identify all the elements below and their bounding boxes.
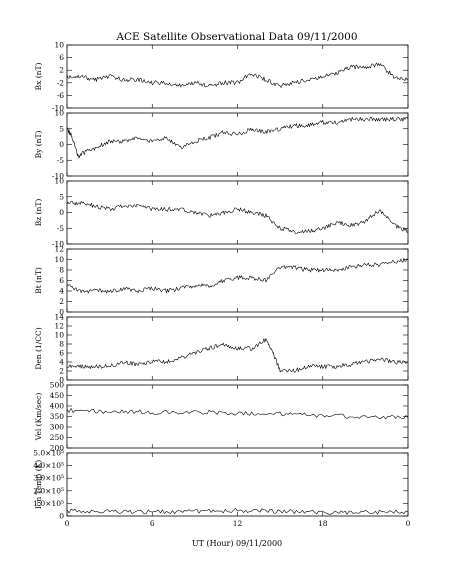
y-tick-label: 2.0×10⁵ — [33, 486, 64, 495]
y-tick-label: 0 — [59, 376, 64, 385]
x-tick-label: 6 — [150, 519, 155, 528]
y-tick-label: 4 — [59, 287, 64, 296]
y-tick-label: -10 — [52, 104, 64, 113]
panel-frame — [66, 180, 409, 245]
y-tick-label: 12 — [54, 322, 64, 331]
y-tick-label: -10 — [52, 240, 64, 249]
y-tick-label: 300 — [50, 423, 65, 432]
y-tick-label: 4 — [59, 358, 64, 367]
y-tick-label: 500 — [50, 381, 65, 390]
x-tick-label: 0 — [65, 519, 70, 528]
y-tick-label: 3.0×10⁵ — [33, 474, 64, 483]
y-tick-label: 350 — [50, 412, 65, 421]
y-tick-label: 250 — [50, 433, 65, 442]
x-axis-label: UT (Hour) 09/11/2000 — [192, 539, 282, 548]
panels: 10 6 2 -2 -6 -10 Bx (nT) 10 5 0 -5 -10 By (nT) 10 5 0 -5… — [33, 41, 410, 529]
y-tick-label: 0 — [59, 308, 64, 317]
y-axis-label: Bx (nT) — [34, 63, 43, 91]
y-tick-label: 4.0×10⁵ — [33, 461, 64, 470]
y-tick-label: 6 — [59, 53, 64, 62]
data-series-line — [66, 408, 409, 420]
data-series-line — [66, 116, 409, 159]
y-tick-label: 1.0×10⁵ — [33, 499, 64, 508]
y-tick-label: 6 — [59, 276, 64, 285]
x-tick-label: 18 — [318, 519, 328, 528]
y-axis-label: By (nT) — [34, 131, 43, 159]
y-tick-label: 10 — [54, 177, 64, 186]
y-tick-label: -5 — [57, 224, 65, 233]
data-series-line — [66, 62, 409, 88]
y-tick-label: 0 — [59, 140, 64, 149]
data-series-line — [66, 258, 409, 294]
y-tick-label: 5 — [59, 124, 64, 133]
y-tick-label: 6 — [59, 349, 64, 358]
y-tick-label: 10 — [54, 331, 64, 340]
panel-2: 10 5 0 -5 -10 By (nT) — [34, 109, 409, 181]
x-tick-label: 0 — [406, 519, 411, 528]
y-axis-label: Vel (Km/sec) — [34, 393, 43, 442]
panel-3: 10 5 0 -5 -10 Bz (nT) — [34, 177, 409, 249]
data-series-line — [66, 338, 409, 373]
y-tick-label: 14 — [54, 313, 64, 322]
y-tick-label: 200 — [50, 444, 65, 453]
y-tick-label: 0 — [59, 208, 64, 217]
panel-1: 10 6 2 -2 -6 -10 Bx (nT) — [34, 41, 409, 113]
data-series-line — [66, 507, 409, 515]
y-tick-label: -10 — [52, 172, 64, 181]
y-tick-label: 12 — [54, 245, 64, 254]
y-tick-label: 8 — [59, 266, 64, 275]
y-tick-label: 10 — [54, 41, 64, 50]
y-tick-label: -5 — [57, 156, 65, 165]
chart-title: ACE Satellite Observational Data 09/11/2… — [115, 31, 357, 43]
y-axis-label: Bt (nT) — [34, 267, 43, 294]
data-series-line — [66, 200, 409, 234]
y-tick-label: 2 — [59, 66, 64, 75]
y-tick-label: 8 — [59, 340, 64, 349]
y-tick-label: 10 — [54, 255, 64, 264]
y-tick-label: 2 — [59, 367, 64, 376]
x-tick-label: 12 — [233, 519, 243, 528]
y-tick-label: 400 — [50, 402, 65, 411]
panel-frame — [66, 112, 409, 177]
y-axis-label: Bz (nT) — [34, 199, 43, 227]
y-tick-label: 0 — [59, 512, 64, 521]
y-tick-label: 2 — [59, 297, 64, 306]
panel-frame — [66, 316, 409, 381]
panel-frame — [66, 44, 409, 109]
y-tick-label: 450 — [50, 391, 65, 400]
panel-frame — [66, 248, 409, 313]
y-tick-label: 5 — [59, 192, 64, 201]
panel-frame — [66, 452, 409, 517]
panel-7: 5.0×10⁵ 4.0×10⁵ 3.0×10⁵ 2.0×10⁵ 1.0×10⁵ 0 Ion … — [33, 449, 409, 521]
y-axis-label: Ion Temp (K) — [34, 460, 43, 509]
panel-frame — [66, 384, 409, 449]
y-tick-label: 5.0×10⁵ — [33, 449, 64, 458]
y-tick-label: 10 — [54, 109, 64, 118]
y-axis-label: Den (1/CC) — [34, 327, 43, 369]
y-tick-label: -6 — [57, 91, 65, 100]
y-tick-label: -2 — [57, 78, 65, 87]
